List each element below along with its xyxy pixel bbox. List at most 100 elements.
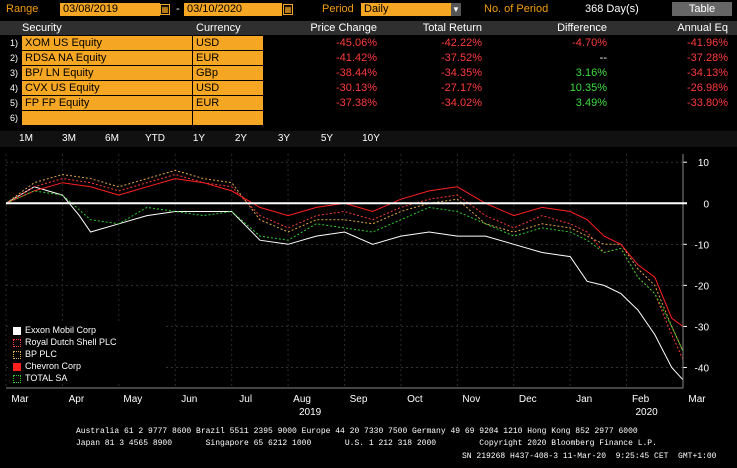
x-tick-label: Jun [181,394,197,405]
y-tick-label: 10 [698,158,710,169]
currency-cell[interactable]: USD [193,81,263,95]
price-change-cell: -45.06% [336,37,377,49]
legend-item[interactable]: Royal Dutch Shell PLC [13,336,117,348]
range-button-ytd[interactable]: YTD [145,133,165,144]
difference-cell: -4.70% [572,37,607,49]
table-row[interactable]: 4) CVX US Equity USD -30.13% -27.17% 10.… [0,81,737,96]
security-table: 1) XOM US Equity USD -45.06% -42.22% -4.… [0,36,737,131]
row-index: 4) [10,83,19,93]
chevron-down-icon[interactable]: ▼ [451,3,461,16]
range-button-bar [0,131,737,147]
legend-label: Exxon Mobil Corp [25,325,97,335]
security-cell[interactable] [22,111,192,125]
footer-contacts: Australia 61 2 9777 8600 Brazil 5511 239… [76,427,638,436]
legend-swatch [13,326,21,335]
range-button-5y[interactable]: 5Y [320,133,334,144]
security-cell[interactable]: CVX US Equity [22,81,192,95]
start-date-field[interactable]: 03/08/2019 [60,3,160,16]
y-tick-label: -20 [695,281,710,292]
legend-item[interactable]: Exxon Mobil Corp [13,324,96,336]
footer-copyright: Japan 81 3 4565 8900 Singapore 65 6212 1… [76,439,657,448]
price-change-cell: -38.44% [336,67,377,79]
period-label: Period [322,3,354,15]
end-date-field[interactable]: 03/10/2020 [184,3,282,16]
annual-eq-cell: -41.96% [687,37,728,49]
legend-item[interactable]: TOTAL SA [13,372,67,384]
range-button-10y[interactable]: 10Y [362,133,380,144]
x-tick-label: Jul [239,394,252,405]
row-index: 1) [10,38,19,48]
year-label: 2019 [299,407,322,418]
num-period-value[interactable]: 368 Day(s) [585,3,639,15]
security-cell[interactable]: BP/ LN Equity [22,66,192,80]
currency-cell[interactable]: USD [193,36,263,50]
header-security: Security [22,22,62,34]
currency-cell[interactable]: EUR [193,51,263,65]
series-line [5,169,684,352]
x-tick-label: Feb [632,394,650,405]
period-select[interactable]: Daily [361,3,451,16]
annual-eq-cell: -33.80% [687,97,728,109]
table-row[interactable]: 5) FP FP Equity EUR -37.38% -34.02% 3.49… [0,96,737,111]
annual-eq-cell: -34.13% [687,67,728,79]
table-row[interactable]: 1) XOM US Equity USD -45.06% -42.22% -4.… [0,36,737,51]
currency-cell[interactable]: GBp [193,66,263,80]
legend-swatch [13,362,21,371]
range-button-1y[interactable]: 1Y [192,133,206,144]
legend-item[interactable]: Chevron Corp [13,360,81,372]
legend-label: TOTAL SA [25,373,68,383]
num-period-label: No. of Period [484,3,549,15]
table-row[interactable]: 3) BP/ LN Equity GBp -38.44% -34.35% 3.1… [0,66,737,81]
header-price-change: Price Change [310,22,377,34]
calendar-icon-start[interactable]: ▦ [160,4,170,15]
toolbar: Range 03/08/2019 ▦ - 03/10/2020 ▦ Period… [0,0,737,20]
legend-label: Royal Dutch Shell PLC [25,337,117,347]
x-tick-label: Dec [519,394,537,405]
footer-session: SN 219268 H437-408-3 11-Mar-20 9:25:45 C… [462,452,717,461]
header-difference: Difference [557,22,607,34]
table-button[interactable]: Table [672,2,732,16]
chart-legend: Exxon Mobil Corp Royal Dutch Shell PLC B… [10,322,165,384]
row-index: 2) [10,53,19,63]
range-button-2y[interactable]: 2Y [234,133,248,144]
table-row[interactable]: 6) [0,111,737,126]
row-index: 3) [10,68,19,78]
total-return-cell: -27.17% [441,82,482,94]
x-tick-label: Nov [462,394,480,405]
total-return-cell: -34.02% [441,97,482,109]
range-button-3m[interactable]: 3M [62,133,76,144]
header-currency: Currency [196,22,241,34]
total-return-cell: -42.22% [441,37,482,49]
range-button-1m[interactable]: 1M [19,133,33,144]
row-index: 6) [10,113,19,123]
difference-cell: 3.49% [575,97,607,109]
security-cell[interactable]: RDSA NA Equity [22,51,192,65]
series-line [5,178,684,327]
annual-eq-cell: -26.98% [687,82,728,94]
currency-cell[interactable]: EUR [193,96,263,110]
range-button-6m[interactable]: 6M [105,133,119,144]
legend-swatch [13,350,21,359]
header-total-return: Total Return [422,22,482,34]
x-tick-label: Oct [407,394,423,405]
price-chart[interactable]: 10 0 -10 -20 -30 -40 Mar Apr May Jun Jul Aug Sep Oct N… [0,148,737,418]
security-cell[interactable]: FP FP Equity [22,96,192,110]
table-row[interactable]: 2) RDSA NA Equity EUR -41.42% -37.52% --… [0,51,737,66]
difference-cell: -- [599,52,607,64]
y-tick-label: -10 [695,240,710,251]
security-cell[interactable]: XOM US Equity [22,36,192,50]
range-button-3y[interactable]: 3Y [277,133,291,144]
series-line [5,190,684,352]
legend-swatch [13,374,21,383]
range-label: Range [6,3,39,15]
y-tick-label: -30 [695,322,710,333]
price-change-cell: -41.42% [336,52,377,64]
legend-item[interactable]: BP PLC [13,348,57,360]
annual-eq-cell: -37.28% [687,52,728,64]
legend-label: Chevron Corp [25,361,82,371]
currency-cell[interactable] [193,111,263,125]
calendar-icon-end[interactable]: ▦ [283,4,293,15]
row-index: 5) [10,98,19,108]
year-label: 2020 [635,407,658,418]
header-annual-eq: Annual Eq [677,22,728,34]
